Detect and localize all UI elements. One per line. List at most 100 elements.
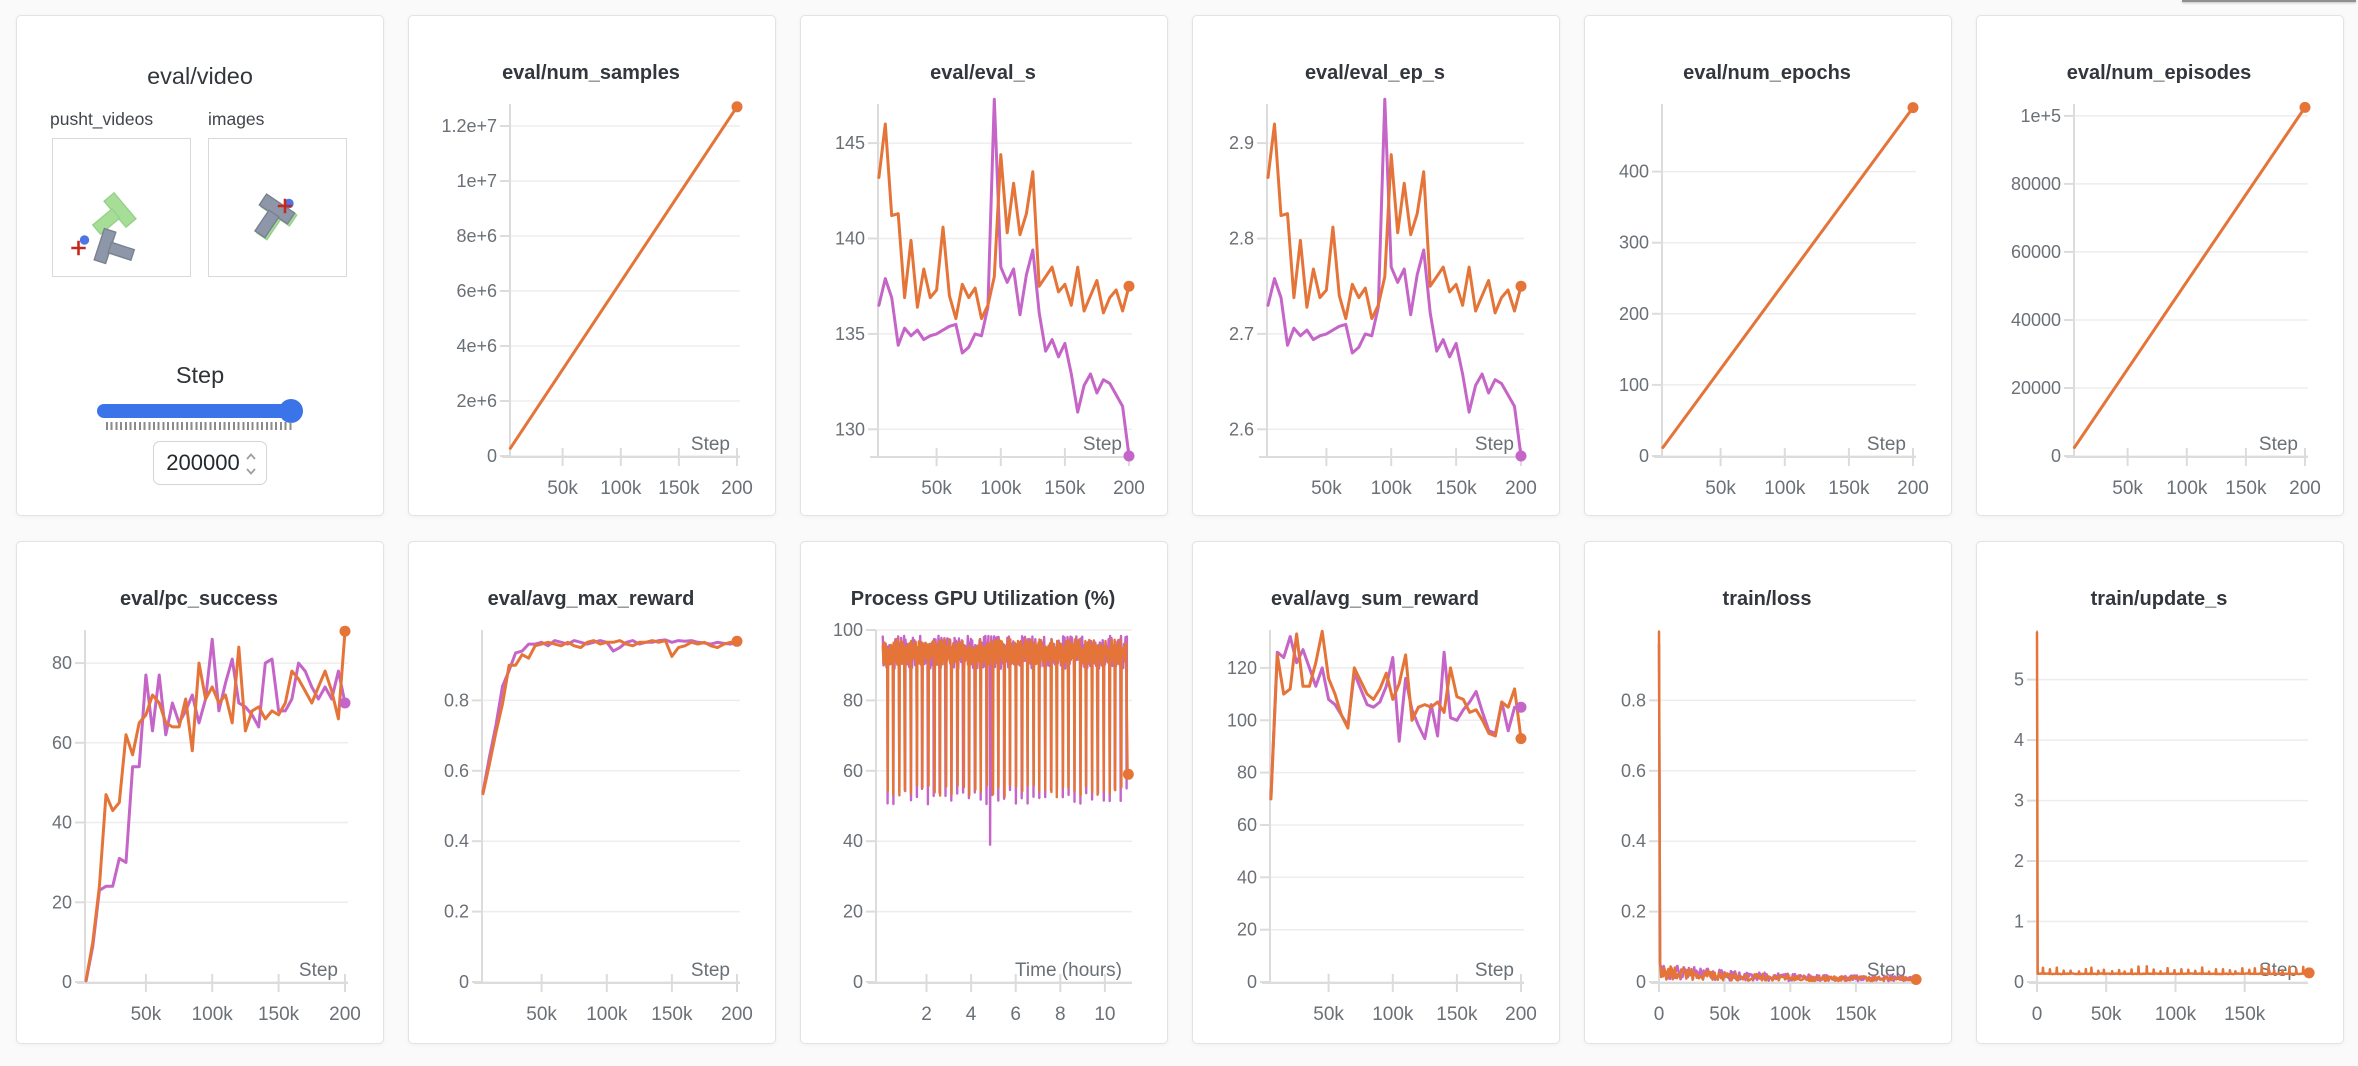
svg-text:50k: 50k (131, 1004, 162, 1025)
svg-text:150k: 150k (1436, 1004, 1478, 1025)
svg-text:2.7: 2.7 (1229, 324, 1254, 344)
svg-text:150k: 150k (1044, 478, 1086, 499)
svg-text:10: 10 (1094, 1004, 1115, 1025)
svg-text:0.8: 0.8 (1621, 690, 1646, 710)
svg-text:0: 0 (62, 972, 72, 992)
svg-text:20: 20 (843, 902, 863, 922)
svg-text:4: 4 (966, 1004, 977, 1025)
svg-text:100k: 100k (1371, 478, 1413, 499)
svg-text:80: 80 (1237, 763, 1257, 783)
svg-text:eval/num_samples: eval/num_samples (502, 62, 680, 84)
svg-text:Step: Step (1475, 434, 1514, 455)
svg-text:135: 135 (835, 324, 865, 344)
svg-text:80: 80 (843, 690, 863, 710)
svg-text:3: 3 (2014, 791, 2024, 811)
svg-text:200: 200 (1897, 478, 1929, 499)
svg-text:5: 5 (2014, 670, 2024, 690)
svg-text:Step: Step (1867, 960, 1906, 981)
svg-text:eval/avg_sum_reward: eval/avg_sum_reward (1271, 588, 1479, 610)
svg-text:Step: Step (2259, 434, 2298, 455)
svg-text:0: 0 (1636, 972, 1646, 992)
svg-text:200: 200 (1505, 478, 1537, 499)
svg-text:2: 2 (921, 1004, 932, 1025)
svg-text:Step: Step (2259, 960, 2298, 981)
svg-text:40: 40 (52, 813, 72, 833)
svg-text:100k: 100k (1764, 478, 1806, 499)
svg-text:8: 8 (1055, 1004, 1066, 1025)
svg-text:200: 200 (721, 478, 753, 499)
svg-text:100k: 100k (980, 478, 1022, 499)
svg-text:150k: 150k (1835, 1004, 1877, 1025)
svg-text:Process GPU Utilization (%): Process GPU Utilization (%) (851, 588, 1116, 610)
svg-text:60: 60 (1237, 815, 1257, 835)
svg-text:20000: 20000 (2011, 378, 2061, 398)
svg-text:2.8: 2.8 (1229, 229, 1254, 249)
svg-text:0.4: 0.4 (444, 831, 469, 851)
svg-text:100k: 100k (586, 1004, 628, 1025)
svg-text:200: 200 (721, 1004, 753, 1025)
svg-text:100k: 100k (2166, 478, 2208, 499)
svg-text:150k: 150k (2224, 1004, 2266, 1025)
svg-text:0.2: 0.2 (444, 902, 469, 922)
svg-text:40: 40 (1237, 867, 1257, 887)
svg-text:Step: Step (299, 960, 338, 981)
svg-text:0: 0 (487, 446, 497, 466)
svg-text:2.9: 2.9 (1229, 133, 1254, 153)
svg-text:Step: Step (691, 434, 730, 455)
svg-text:Time (hours): Time (hours) (1015, 960, 1122, 981)
svg-text:100k: 100k (600, 478, 642, 499)
svg-text:train/loss: train/loss (1723, 588, 1812, 610)
svg-text:200: 200 (1505, 1004, 1537, 1025)
svg-text:100: 100 (1619, 375, 1649, 395)
svg-text:100: 100 (833, 620, 863, 640)
svg-text:60: 60 (843, 761, 863, 781)
svg-text:80: 80 (52, 653, 72, 673)
svg-text:50k: 50k (547, 478, 578, 499)
svg-text:0.2: 0.2 (1621, 902, 1646, 922)
svg-text:20: 20 (1237, 920, 1257, 940)
svg-text:200: 200 (329, 1004, 361, 1025)
svg-text:0.4: 0.4 (1621, 831, 1646, 851)
svg-text:150k: 150k (651, 1004, 693, 1025)
svg-text:0: 0 (2051, 446, 2061, 466)
svg-text:150k: 150k (258, 1004, 300, 1025)
svg-text:6: 6 (1010, 1004, 1021, 1025)
svg-text:100k: 100k (1372, 1004, 1414, 1025)
svg-text:100: 100 (1227, 710, 1257, 730)
svg-text:Step: Step (1083, 434, 1122, 455)
svg-text:2.6: 2.6 (1229, 419, 1254, 439)
svg-text:Step: Step (1867, 434, 1906, 455)
svg-text:0: 0 (1247, 972, 1257, 992)
svg-text:50k: 50k (921, 478, 952, 499)
svg-text:150k: 150k (658, 478, 700, 499)
svg-text:Step: Step (1475, 960, 1514, 981)
svg-text:50k: 50k (1313, 1004, 1344, 1025)
svg-text:130: 130 (835, 419, 865, 439)
svg-text:eval/num_episodes: eval/num_episodes (2067, 62, 2252, 84)
svg-text:0: 0 (1639, 446, 1649, 466)
svg-text:0: 0 (2032, 1004, 2043, 1025)
svg-text:1.2e+7: 1.2e+7 (441, 116, 497, 136)
svg-text:eval/num_epochs: eval/num_epochs (1683, 62, 1851, 84)
svg-text:300: 300 (1619, 233, 1649, 253)
svg-text:2e+6: 2e+6 (456, 391, 497, 411)
svg-text:eval/pc_success: eval/pc_success (120, 588, 278, 610)
svg-text:150k: 150k (1435, 478, 1477, 499)
svg-text:150k: 150k (2225, 478, 2267, 499)
svg-text:0.6: 0.6 (1621, 761, 1646, 781)
svg-text:1e+7: 1e+7 (456, 171, 497, 191)
svg-text:eval/avg_max_reward: eval/avg_max_reward (488, 588, 695, 610)
svg-text:1e+5: 1e+5 (2020, 106, 2061, 126)
svg-text:40000: 40000 (2011, 310, 2061, 330)
svg-text:140: 140 (835, 229, 865, 249)
svg-text:50k: 50k (2112, 478, 2143, 499)
svg-text:0: 0 (2014, 972, 2024, 992)
svg-text:0: 0 (853, 972, 863, 992)
svg-text:1: 1 (2014, 912, 2024, 932)
svg-text:train/update_s: train/update_s (2091, 588, 2228, 610)
svg-text:8e+6: 8e+6 (456, 226, 497, 246)
svg-text:50k: 50k (2091, 1004, 2122, 1025)
svg-text:50k: 50k (1311, 478, 1342, 499)
svg-text:100k: 100k (192, 1004, 234, 1025)
svg-text:50k: 50k (1705, 478, 1736, 499)
